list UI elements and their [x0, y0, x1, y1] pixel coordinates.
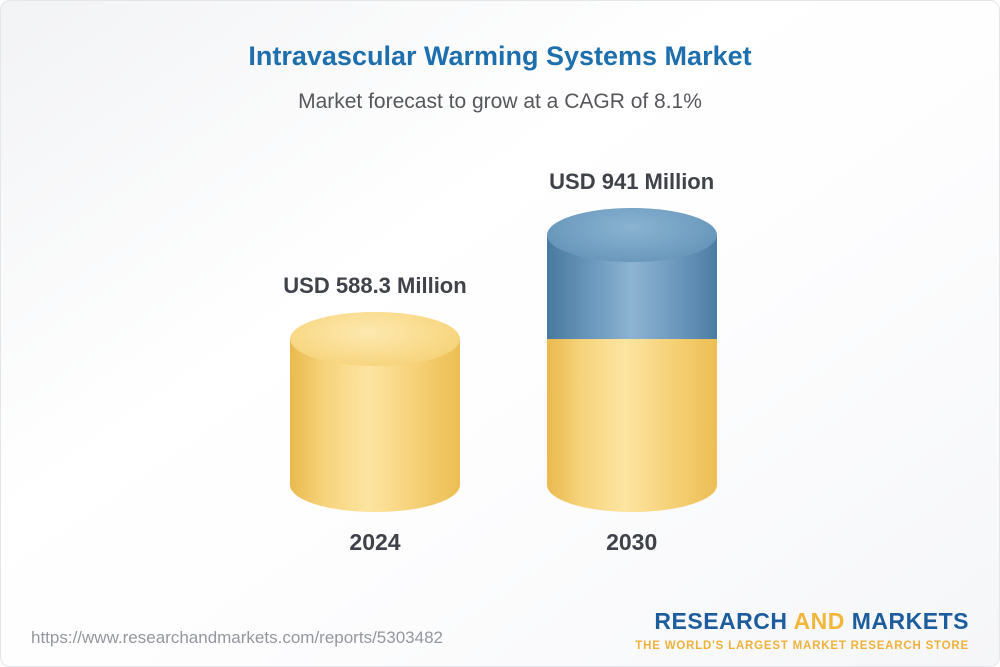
cylinder-2024 [289, 311, 460, 512]
cylinder-body-2024 [289, 338, 460, 512]
x-axis-label-2024: 2024 [349, 529, 401, 555]
cylinder-body-2030 [546, 235, 717, 512]
source-url: https://www.researchandmarkets.com/repor… [31, 628, 443, 647]
logo-word-research: RESEARCH [654, 608, 788, 634]
bar-segment-yellow-2030 [546, 338, 717, 512]
bar-chart: USD 588.3 Million 2024 USD 941 Million 2… [1, 121, 999, 556]
bar-value-label-2030: USD 941 Million [549, 169, 715, 195]
logo-wordmark: RESEARCH AND MARKETS [635, 608, 969, 635]
bar-value-label-2024: USD 588.3 Million [283, 272, 467, 298]
footer: https://www.researchandmarkets.com/repor… [31, 608, 969, 652]
bar-group-2030: USD 941 Million 2030 [546, 169, 717, 556]
bar-group-2024: USD 588.3 Million 2024 [283, 273, 466, 556]
logo-tagline: THE WORLD'S LARGEST MARKET RESEARCH STOR… [635, 640, 969, 652]
logo-word-markets: MARKETS [851, 608, 969, 634]
bar-segment-yellow-2024 [289, 338, 460, 512]
cylinder-top-cap-blue [546, 208, 717, 263]
logo-word-and: AND [793, 608, 845, 634]
research-and-markets-logo: RESEARCH AND MARKETS THE WORLD'S LARGEST… [635, 608, 969, 652]
cylinder-top-cap-yellow [289, 311, 460, 366]
cylinder-2030 [546, 208, 717, 512]
chart-subtitle: Market forecast to grow at a CAGR of 8.1… [298, 90, 702, 113]
x-axis-label-2030: 2030 [606, 529, 658, 555]
chart-title: Intravascular Warming Systems Market [248, 41, 752, 71]
